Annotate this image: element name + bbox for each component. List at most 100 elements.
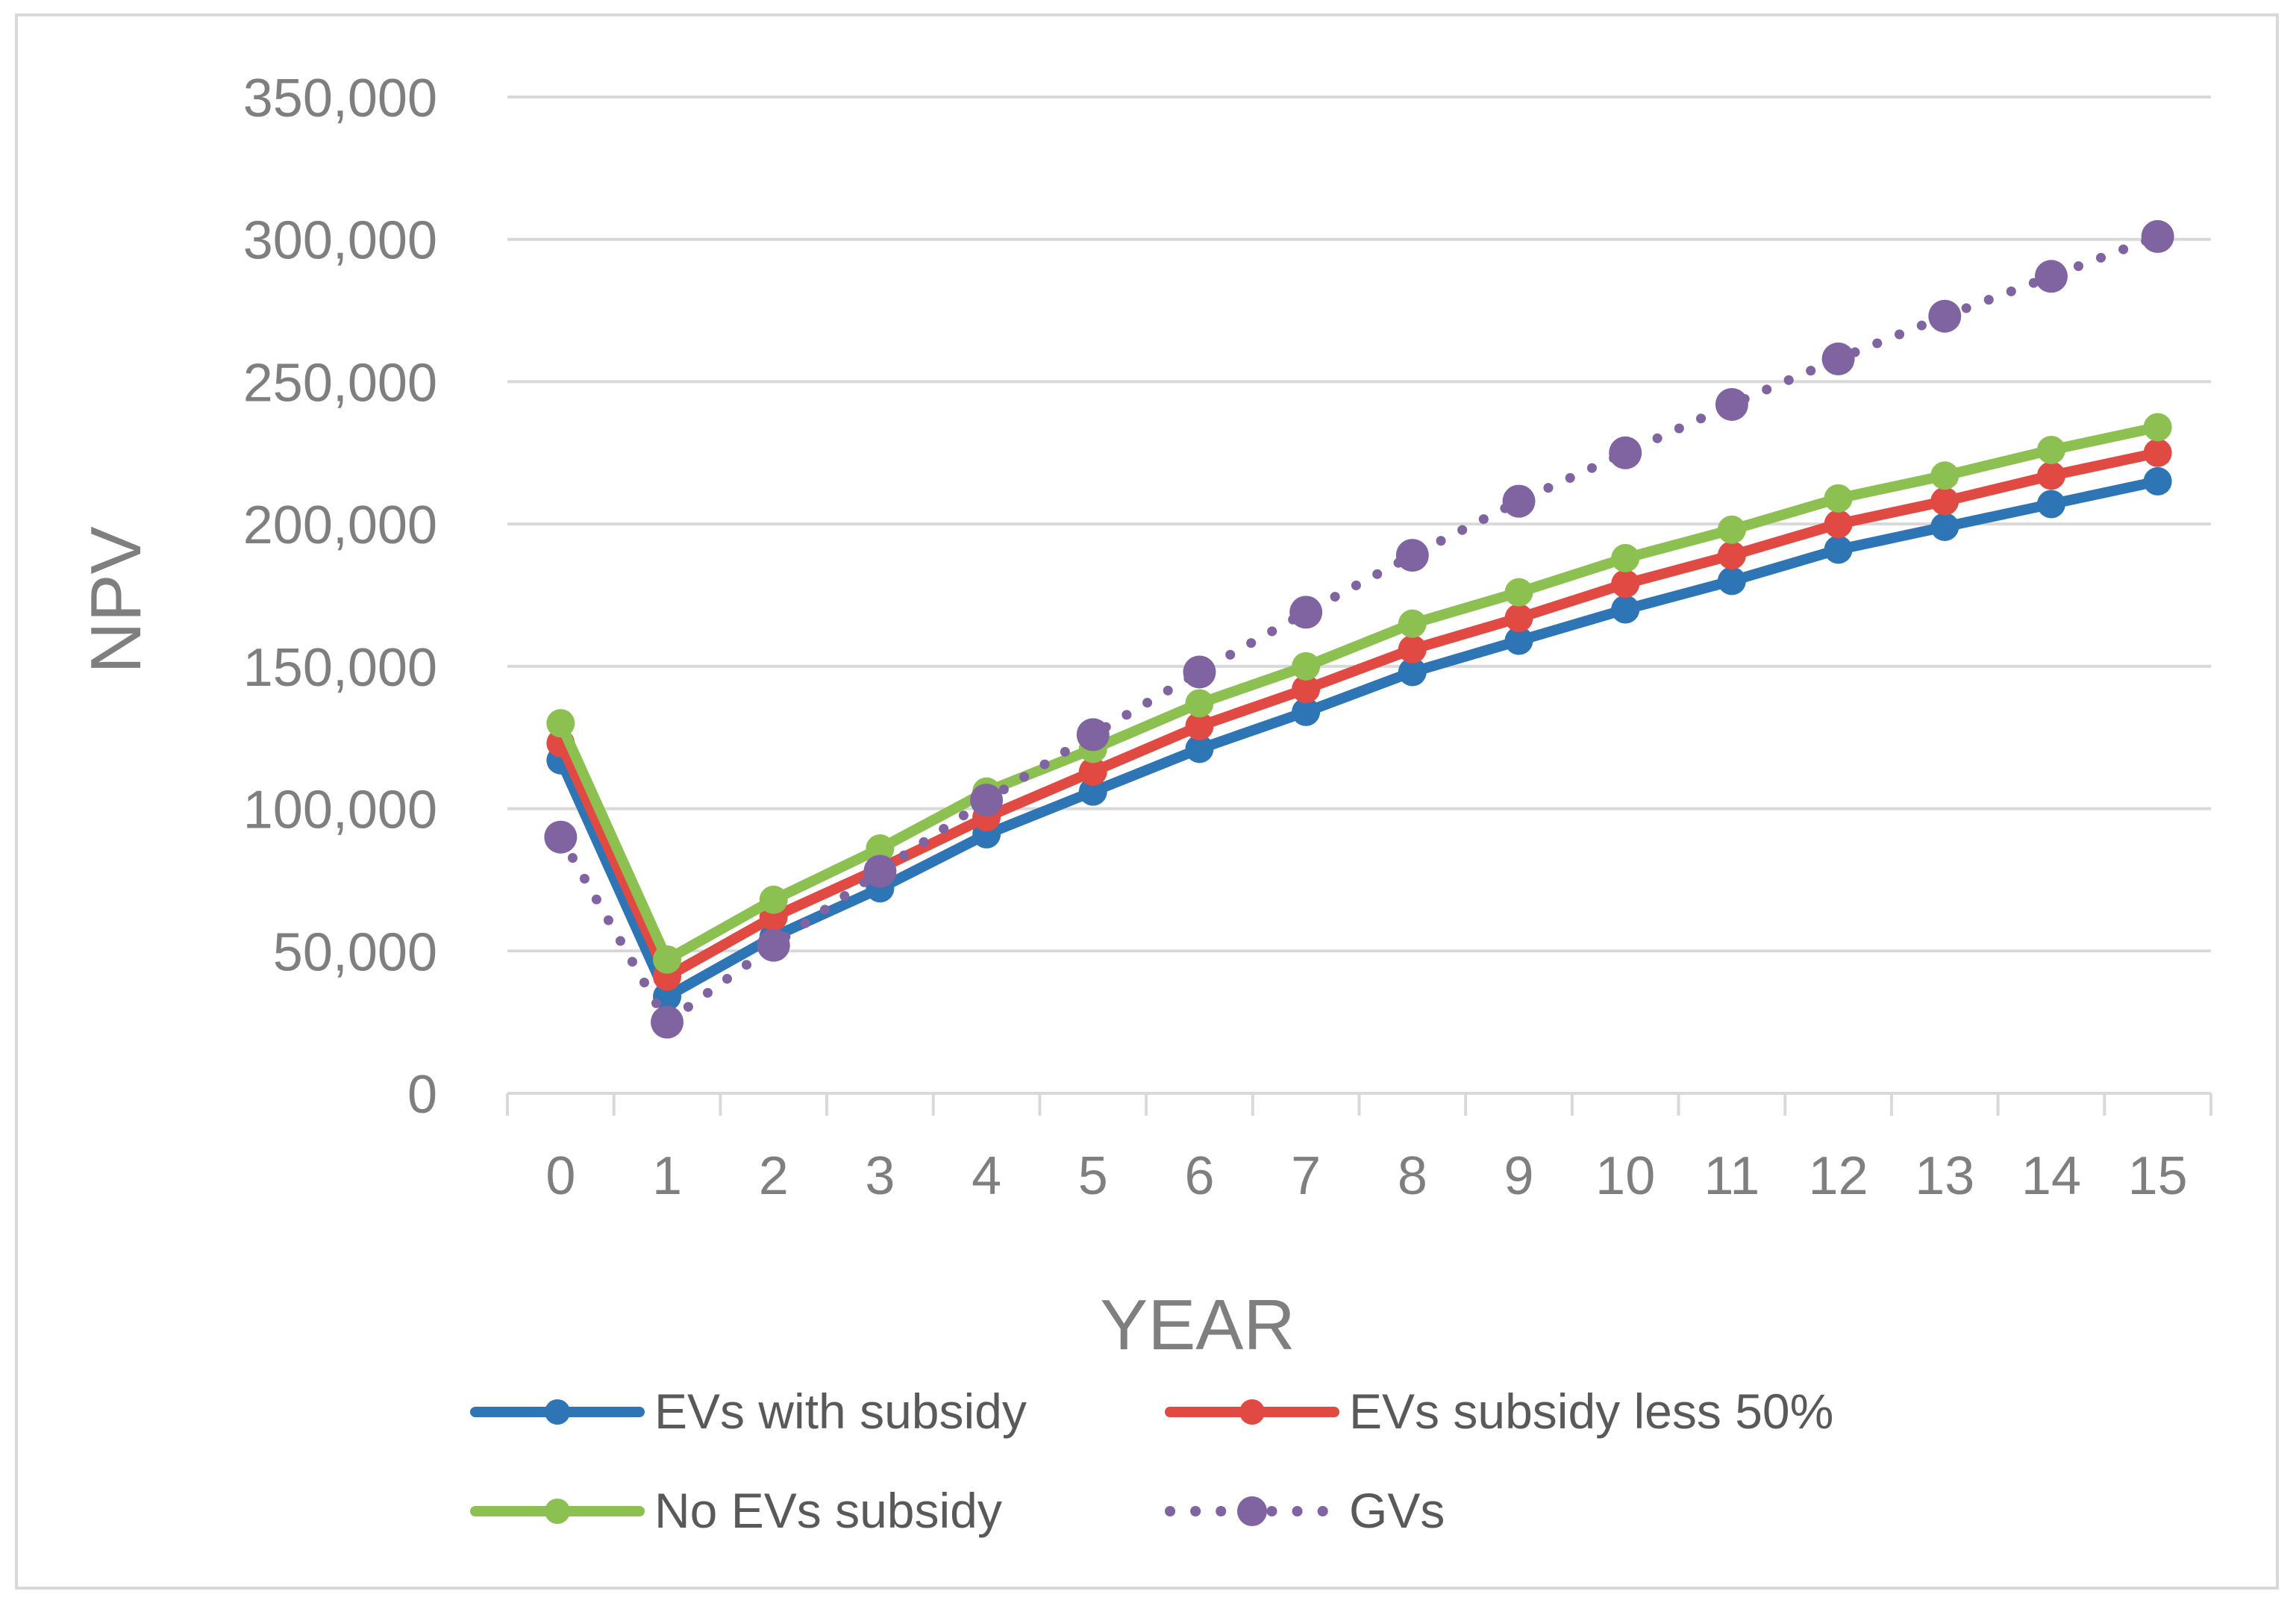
y-axis-title: NPV: [76, 526, 156, 673]
data-point: [2141, 219, 2174, 253]
y-axis-ticks: 0 50,000 100,000 150,000 200,000 250,000 300,0…: [243, 69, 437, 1125]
x-tick-label: 13: [1915, 1146, 1974, 1206]
data-point: [1292, 675, 1321, 704]
legend-item-evs-with-subsidy: EVs with subsidy: [470, 1384, 1027, 1439]
series-line-gvs: [555, 231, 2163, 1028]
data-point: [1930, 512, 1959, 541]
series-gvs: [544, 219, 2174, 1039]
data-point: [1928, 299, 1962, 333]
data-point: [1824, 484, 1853, 513]
legend-item-gvs: GVs: [1165, 1483, 1445, 1538]
data-point: [651, 1005, 684, 1039]
data-point: [1715, 387, 1748, 421]
data-point: [1395, 539, 1429, 572]
data-point: [757, 928, 790, 962]
x-tick-label: 0: [545, 1146, 575, 1206]
data-point: [863, 854, 897, 888]
data-point: [1824, 510, 1853, 539]
x-axis-title: YEAR: [1100, 1285, 1295, 1365]
data-point: [1185, 711, 1214, 740]
data-point: [1611, 569, 1640, 599]
data-point: [546, 709, 575, 738]
y-tick-label: 300,000: [243, 211, 437, 271]
x-tick-label: 10: [1595, 1146, 1655, 1206]
data-point: [1611, 543, 1640, 572]
x-tick-label: 5: [1078, 1146, 1108, 1206]
x-tick-label: 1: [652, 1146, 682, 1206]
chart-frame: [15, 13, 2279, 1590]
data-point: [1078, 777, 1107, 806]
data-point: [1185, 689, 1214, 718]
y-tick-label: 0: [407, 1065, 437, 1125]
x-tick-label: 3: [865, 1146, 895, 1206]
data-point: [1183, 655, 1216, 689]
data-point: [1398, 657, 1427, 687]
data-point: [1717, 566, 1746, 596]
data-point: [759, 885, 788, 914]
data-point: [1717, 541, 1746, 570]
gridlines: [507, 96, 2211, 953]
data-point: [2036, 461, 2065, 490]
y-tick-label: 150,000: [243, 638, 437, 698]
data-point: [2034, 260, 2068, 293]
data-point: [1717, 515, 1746, 544]
data-point: [1930, 461, 1959, 490]
data-point: [1824, 535, 1853, 564]
x-tick-label: 12: [1809, 1146, 1868, 1206]
data-point: [1609, 436, 1642, 469]
data-point: [1504, 578, 1533, 607]
data-point: [1078, 757, 1107, 786]
x-tick-label: 7: [1291, 1146, 1321, 1206]
data-point: [1398, 634, 1427, 663]
series-line-evs-subsidy-less-50: [555, 447, 2163, 982]
data-point: [866, 834, 895, 863]
x-tick-label: 2: [759, 1146, 789, 1206]
data-point: [1930, 487, 1959, 516]
y-tick-label: 50,000: [273, 922, 437, 982]
data-point: [1076, 718, 1110, 752]
x-tick-label: 8: [1398, 1146, 1427, 1206]
y-tick-label: 350,000: [243, 69, 437, 128]
legend-label-no-evs-subsidy: No EVs subsidy: [654, 1483, 1002, 1538]
x-tick-label: 14: [2021, 1146, 2081, 1206]
data-point: [1821, 342, 1855, 375]
series-line-evs-with-subsidy: [555, 475, 2163, 1002]
series-evs-subsidy-less-50: [546, 438, 2172, 991]
legend-item-no-evs-subsidy: No EVs subsidy: [470, 1483, 1002, 1538]
y-tick-label: 250,000: [243, 353, 437, 413]
data-point: [1504, 604, 1533, 633]
x-tick-label: 11: [1704, 1146, 1760, 1206]
data-point: [653, 945, 682, 974]
x-tick-label: 6: [1184, 1146, 1214, 1206]
data-point: [1292, 652, 1321, 681]
x-tick-label: 9: [1504, 1146, 1534, 1206]
y-tick-label: 100,000: [243, 781, 437, 840]
series-evs-with-subsidy: [546, 466, 2172, 1011]
data-point: [1185, 734, 1214, 763]
data-point: [2143, 438, 2172, 467]
data-point: [544, 820, 578, 854]
data-point: [1502, 484, 1536, 518]
legend: EVs with subsidy EVs subsidy less 50% No…: [470, 1384, 1833, 1538]
x-axis: [506, 1092, 2212, 1116]
data-point: [1504, 626, 1533, 655]
data-point: [1292, 697, 1321, 726]
series-group: [544, 219, 2174, 1039]
data-point: [1398, 609, 1427, 638]
x-axis-ticks: 0 1 2 3 4 5 6 7 8 9 10 11 12 13 14 15: [545, 1146, 2187, 1206]
data-point: [2036, 490, 2065, 519]
data-point: [1289, 596, 1323, 629]
data-point: [1611, 595, 1640, 624]
legend-label-gvs: GVs: [1349, 1483, 1445, 1538]
data-point: [2036, 435, 2065, 464]
legend-item-evs-subsidy-less-50: EVs subsidy less 50%: [1165, 1384, 1833, 1439]
y-tick-label: 200,000: [243, 496, 437, 555]
data-point: [2143, 413, 2172, 442]
data-point: [970, 784, 1004, 817]
data-point: [2143, 466, 2172, 496]
series-line-no-evs-subsidy: [555, 422, 2163, 965]
x-tick-label: 15: [2128, 1146, 2188, 1206]
x-tick-label: 4: [972, 1146, 1001, 1206]
legend-label-evs-with-subsidy: EVs with subsidy: [654, 1384, 1027, 1439]
